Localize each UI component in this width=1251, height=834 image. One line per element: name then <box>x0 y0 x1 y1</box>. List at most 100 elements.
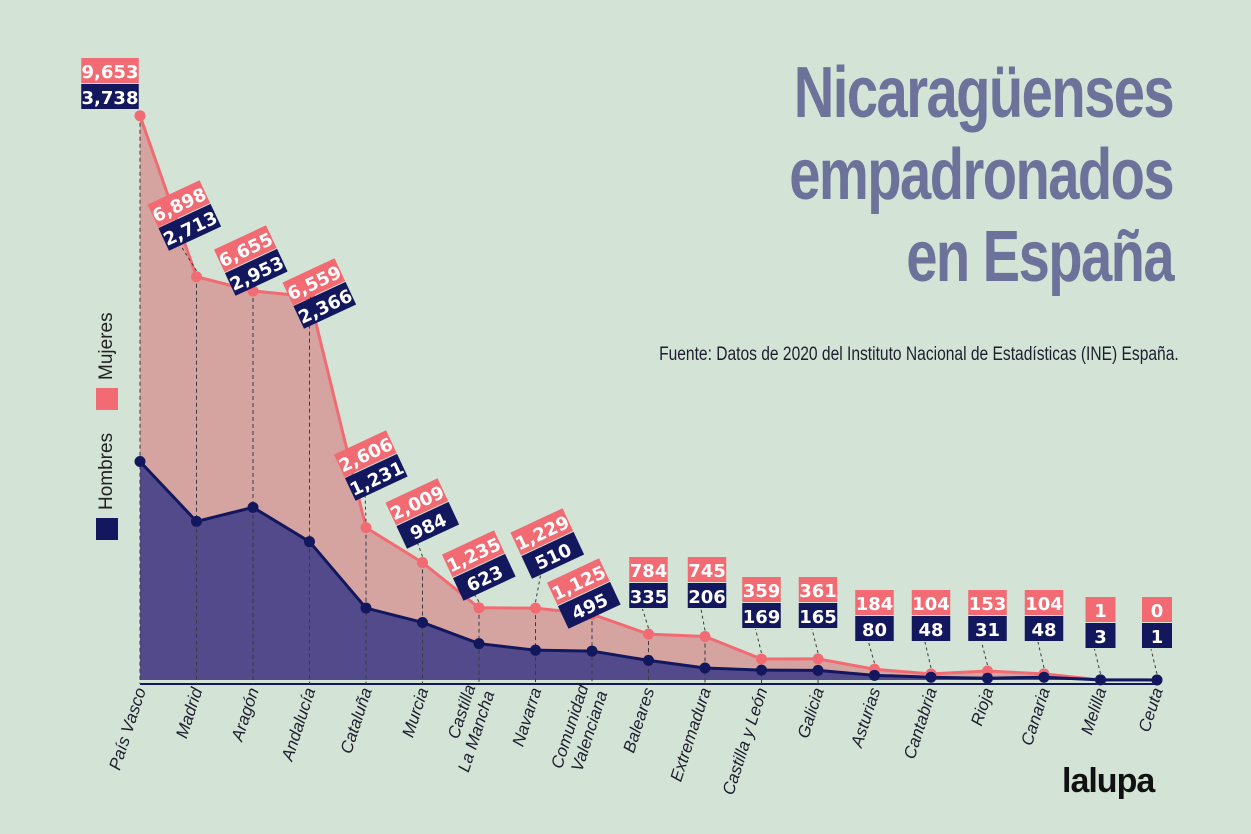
data-label-bg-hombres <box>798 603 838 628</box>
x-tick-label: Galicia <box>794 685 828 740</box>
label-leader <box>981 641 988 666</box>
point-hombres <box>134 455 146 467</box>
legend-swatch-mujeres <box>96 388 118 410</box>
x-tick-label-line: Baleares <box>619 685 658 755</box>
data-label-mujeres: 104 <box>1025 594 1063 615</box>
point-hombres <box>1038 671 1050 683</box>
legend-item-mujeres: Mujeres <box>96 312 118 410</box>
point-hombres <box>530 644 541 656</box>
data-label-bg-mujeres <box>855 590 894 615</box>
x-tick-label: CastillaLa Mancha <box>435 682 498 774</box>
x-tick-label: Cataluña <box>337 685 376 756</box>
x-tick-label-line: Cantabria <box>900 685 941 761</box>
label-leader <box>642 608 649 629</box>
data-label-mujeres: 359 <box>743 581 781 602</box>
chart-legend: Mujeres Hombres <box>96 300 126 540</box>
data-label-bg-mujeres <box>147 180 211 228</box>
label-leader <box>700 608 706 631</box>
x-tick-label-line: Andalucía <box>278 685 320 764</box>
data-label-hombres: 206 <box>688 587 726 608</box>
x-tick-label-line: Navarra <box>509 685 546 748</box>
data-label-bg-mujeres <box>441 530 505 578</box>
source-note: Fuente: Datos de 2020 del Instituto Naci… <box>659 344 1179 365</box>
x-tick-label-line: Melilla <box>1077 685 1110 737</box>
data-label-bg-mujeres <box>629 557 668 582</box>
x-tick-label: Castilla y León <box>719 685 772 797</box>
point-hombres <box>812 664 824 676</box>
x-tick-label-line: Cataluña <box>337 685 376 756</box>
x-tick-label-line: Murcia <box>398 685 432 739</box>
legend-swatch-hombres <box>96 518 118 540</box>
data-label-bg-hombres <box>224 248 288 296</box>
point-hombres <box>643 654 654 666</box>
x-tick-label: Aragón <box>227 685 262 744</box>
data-label-bg-hombres <box>452 553 516 601</box>
data-label-bg-mujeres <box>1085 597 1116 622</box>
x-tick-label-line: Galicia <box>794 685 828 740</box>
x-tick-label: Madrid <box>172 685 206 741</box>
x-tick-label: Asturias <box>847 685 885 751</box>
point-mujeres <box>756 653 767 665</box>
area-hombres <box>140 461 1157 680</box>
point-hombres <box>699 662 711 674</box>
data-label-bg-hombres <box>1085 623 1116 648</box>
data-label-bg-mujeres <box>798 577 838 602</box>
point-hombres <box>925 671 937 683</box>
x-tick-label-line: Rioja <box>967 685 997 728</box>
point-mujeres <box>417 557 428 569</box>
data-label-bg-hombres <box>687 583 727 608</box>
point-hombres <box>756 664 767 676</box>
data-label-hombres: 3,738 <box>82 88 139 109</box>
data-label-bg-mujeres <box>81 58 139 83</box>
data-label-bg-hombres <box>629 583 668 608</box>
data-label-bg-hombres <box>742 603 781 628</box>
x-tick-label-line: Ceuta <box>1135 685 1167 734</box>
x-tick-label: Murcia <box>398 685 432 739</box>
data-label-group: 9,653 3,738 <box>81 58 139 109</box>
data-label-hombres: 1 <box>1151 627 1164 648</box>
point-mujeres <box>530 602 541 614</box>
point-hombres <box>247 501 259 513</box>
x-tick-label: Melilla <box>1077 685 1110 737</box>
label-leader <box>868 641 875 664</box>
point-mujeres <box>191 271 202 283</box>
data-label-hombres: 3 <box>1094 627 1107 648</box>
x-tick-label: Baleares <box>619 685 658 755</box>
x-tick-label: Cantabria <box>900 685 941 761</box>
data-label-mujeres: 104 <box>912 594 950 615</box>
title-line-1: Nicaragüenses <box>793 53 1175 133</box>
point-hombres <box>982 672 993 684</box>
data-label-bg-mujeres <box>968 590 1007 615</box>
point-mujeres <box>360 522 372 534</box>
data-label-bg-mujeres <box>213 225 277 273</box>
x-tick-label: Ceuta <box>1135 685 1167 734</box>
data-label-hombres: 169 <box>743 607 781 628</box>
label-leader <box>1037 641 1045 669</box>
data-label-bg-mujeres <box>333 430 397 478</box>
point-hombres <box>360 602 372 614</box>
chart-x-tick-labels: País Vasco Madrid Aragón Andalucía Cataluña M… <box>105 682 1166 798</box>
data-label-hombres: 80 <box>862 620 887 641</box>
point-hombres <box>1095 674 1106 686</box>
data-label-bg-mujeres <box>742 577 781 602</box>
point-mujeres <box>643 628 654 640</box>
x-tick-label: Rioja <box>967 685 997 728</box>
data-label-bg-hombres <box>911 616 951 641</box>
x-tick-label-line: País Vasco <box>105 685 149 772</box>
data-label-bg-hombres <box>1142 623 1172 648</box>
data-label-bg-hombres <box>396 501 460 549</box>
data-label-mujeres: 1 <box>1094 601 1107 622</box>
data-label-bg-hombres <box>521 531 585 579</box>
point-hombres <box>191 515 202 527</box>
x-tick-label: Andalucía <box>278 685 320 764</box>
point-mujeres <box>699 630 711 642</box>
